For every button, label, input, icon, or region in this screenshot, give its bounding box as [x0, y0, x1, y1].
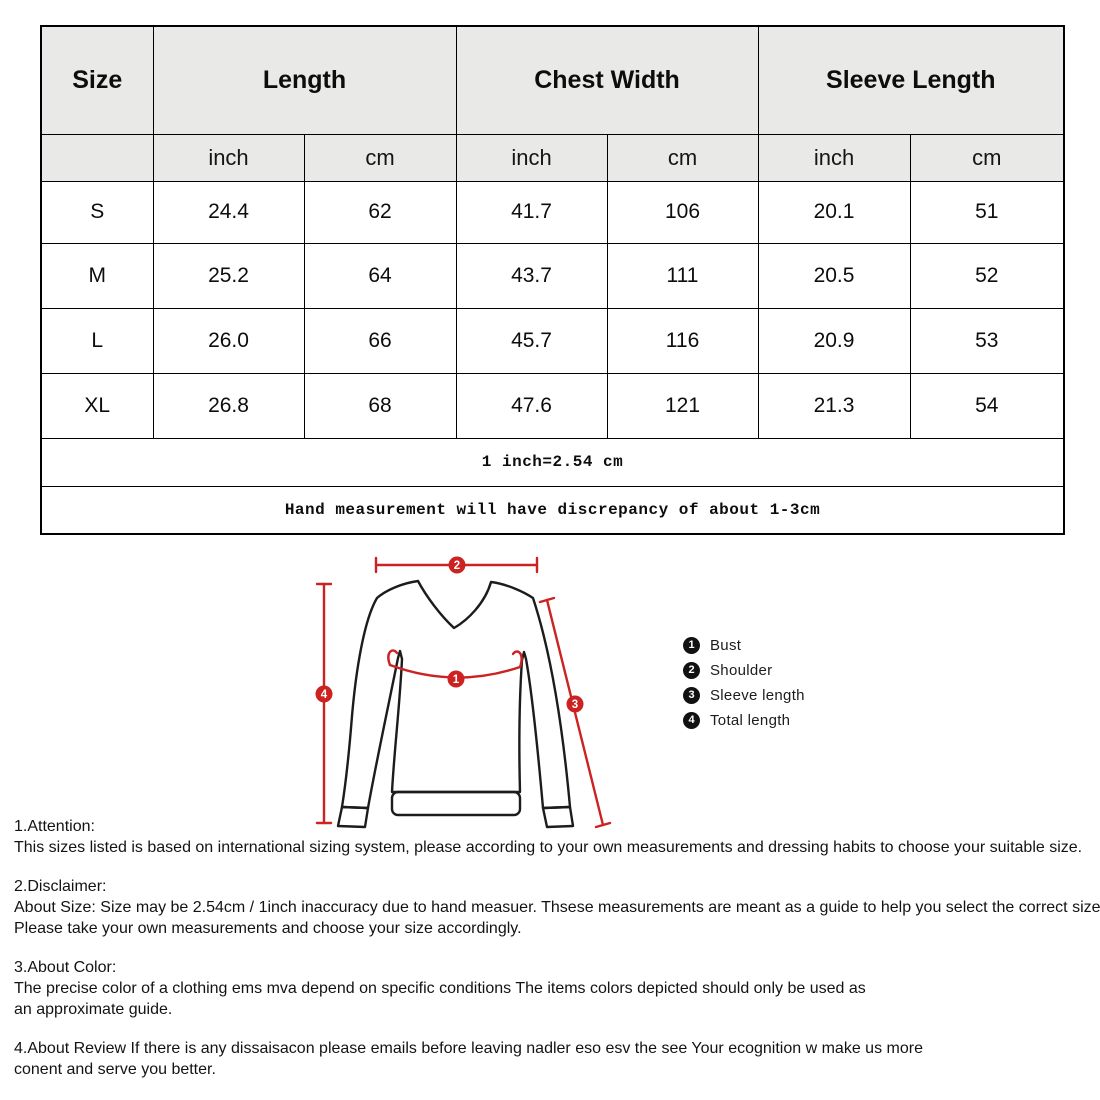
- value-cell: 24.4: [152, 180, 305, 244]
- legend-label: Sleeve length: [710, 687, 805, 704]
- value-cell: 43.7: [455, 242, 608, 309]
- legend-label: Bust: [710, 637, 742, 654]
- note-text: conent and serve you better.: [14, 1061, 216, 1078]
- value-cell: 20.1: [757, 180, 911, 244]
- note-section-disclaimer: 2.Disclaimer: About Size: Size may be 2.…: [14, 876, 1100, 939]
- value-cell: 66: [303, 307, 457, 374]
- value-cell: 68: [303, 372, 457, 439]
- sweater-outline: [340, 579, 572, 810]
- value-cell: 45.7: [455, 307, 608, 374]
- value-cell: 20.5: [757, 242, 911, 309]
- legend-bullet-2-icon: 2: [683, 662, 700, 679]
- bust-marker-badge: 1: [447, 670, 465, 688]
- header-chest-width: Chest Width: [455, 25, 759, 135]
- value-cell: 116: [606, 307, 759, 374]
- note-section-about-review: 4.About Review If there is any dissaisac…: [14, 1038, 1084, 1080]
- header-size: Size: [40, 25, 154, 135]
- note-heading: 1.Attention:: [14, 818, 95, 835]
- size-chart-table: Size Length Chest Width Sleeve Length in…: [40, 25, 1066, 535]
- table-row-l: L 26.0 66 45.7 116 20.9 53: [40, 307, 1065, 374]
- header-length: Length: [152, 25, 457, 135]
- value-cell: 111: [606, 242, 759, 309]
- sweater-right-cuff: [541, 805, 575, 829]
- svg-text:3: 3: [572, 699, 578, 711]
- legend-item-bust: 1 Bust: [683, 637, 805, 654]
- value-cell: 62: [303, 180, 457, 244]
- legend-bullet-4-icon: 4: [683, 712, 700, 729]
- size-cell: M: [40, 242, 154, 309]
- value-cell: 54: [909, 372, 1065, 439]
- value-cell: 51: [909, 180, 1065, 244]
- sweater-left-cuff: [336, 805, 370, 829]
- note-text: 4.About Review If there is any dissaisac…: [14, 1040, 923, 1057]
- value-cell: 41.7: [455, 180, 608, 244]
- note-text: The precise color of a clothing ems mva …: [14, 980, 866, 997]
- value-cell: 21.3: [757, 372, 911, 439]
- legend-label: Shoulder: [710, 662, 773, 679]
- unit-cell: cm: [909, 133, 1065, 182]
- diagram-legend: 1 Bust 2 Shoulder 3 Sleeve length 4 Tota…: [683, 637, 805, 737]
- measurement-note: Hand measurement will have discrepancy o…: [40, 485, 1065, 535]
- note-heading: 3.About Color:: [14, 959, 117, 976]
- table-row-s: S 24.4 62 41.7 106 20.1 51: [40, 180, 1065, 244]
- value-cell: 52: [909, 242, 1065, 309]
- value-cell: 64: [303, 242, 457, 309]
- total-length-measure-line: [315, 582, 333, 825]
- note-text: This sizes listed is based on internatio…: [14, 839, 1083, 856]
- unit-cell: inch: [152, 133, 305, 182]
- header-sleeve-length: Sleeve Length: [757, 25, 1065, 135]
- measurement-note-row: Hand measurement will have discrepancy o…: [40, 485, 1065, 535]
- value-cell: 53: [909, 307, 1065, 374]
- value-cell: 20.9: [757, 307, 911, 374]
- shoulder-marker-badge: 2: [448, 556, 466, 574]
- conversion-note-row: 1 inch=2.54 cm: [40, 437, 1065, 487]
- size-cell: XL: [40, 372, 154, 439]
- unit-cell-empty: [40, 133, 154, 182]
- value-cell: 25.2: [152, 242, 305, 309]
- note-section-about-color: 3.About Color: The precise color of a cl…: [14, 957, 1084, 1020]
- sweater-hem-band: [390, 790, 522, 817]
- unit-cell: cm: [303, 133, 457, 182]
- value-cell: 47.6: [455, 372, 608, 439]
- table-row-m: M 25.2 64 43.7 111 20.5 52: [40, 242, 1065, 309]
- note-text: Please take your own measurements and ch…: [14, 920, 522, 937]
- svg-text:2: 2: [454, 560, 460, 572]
- size-cell: S: [40, 180, 154, 244]
- conversion-note: 1 inch=2.54 cm: [40, 437, 1065, 487]
- legend-bullet-3-icon: 3: [683, 687, 700, 704]
- unit-cell: inch: [757, 133, 911, 182]
- legend-item-total-length: 4 Total length: [683, 712, 805, 729]
- garment-diagram: 2 4 1 3: [315, 556, 612, 829]
- note-text: an approximate guide.: [14, 1001, 173, 1018]
- note-text: About Size: Size may be 2.54cm / 1inch i…: [14, 899, 1100, 916]
- legend-bullet-1-icon: 1: [683, 637, 700, 654]
- value-cell: 26.0: [152, 307, 305, 374]
- note-section-attention: 1.Attention: This sizes listed is based …: [14, 816, 1084, 858]
- svg-text:1: 1: [453, 674, 460, 686]
- unit-cell: inch: [455, 133, 608, 182]
- legend-item-sleeve-length: 3 Sleeve length: [683, 687, 805, 704]
- value-cell: 121: [606, 372, 759, 439]
- total-length-marker-badge: 4: [315, 685, 333, 703]
- svg-text:4: 4: [321, 689, 328, 701]
- note-heading: 2.Disclaimer:: [14, 878, 107, 895]
- sleeve-marker-badge: 3: [566, 695, 584, 713]
- size-cell: L: [40, 307, 154, 374]
- unit-cell: cm: [606, 133, 759, 182]
- value-cell: 26.8: [152, 372, 305, 439]
- legend-label: Total length: [710, 712, 791, 729]
- table-row-xl: XL 26.8 68 47.6 121 21.3 54: [40, 372, 1065, 439]
- legend-item-shoulder: 2 Shoulder: [683, 662, 805, 679]
- value-cell: 106: [606, 180, 759, 244]
- notes-block: 1.Attention: This sizes listed is based …: [14, 816, 1100, 1098]
